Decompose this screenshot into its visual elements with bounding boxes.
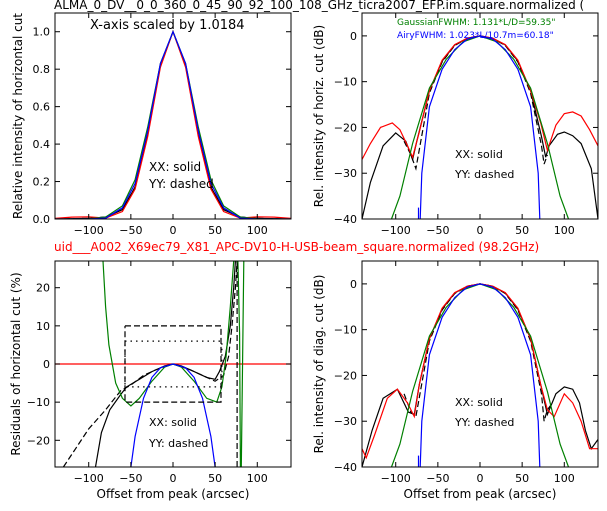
x-tick-label: −50: [426, 472, 449, 485]
x-tick-label: −50: [119, 224, 142, 237]
figure-title-top: ALMA_0_DV__0_0_360_0_45_90_92_100_108_GH…: [54, 0, 584, 12]
x-tick-label: 100: [554, 224, 575, 237]
series-line-2: [362, 283, 598, 460]
y-tick-label: −10: [334, 76, 357, 89]
series-line-1: [403, 35, 548, 171]
annotation-yy-dashed: YY: dashed: [454, 168, 514, 181]
y-axis-label-bottom-left: Residuals of horizontal cut (%): [9, 272, 23, 455]
x-tick-label: 50: [515, 472, 529, 485]
y-tick-label: −10: [27, 396, 50, 409]
series-line-0: [362, 283, 598, 467]
series-line-3: [390, 283, 570, 467]
annotation-yy-dashed: YY: dashed: [454, 416, 514, 429]
series-group: [55, 261, 291, 467]
x-tick-label: −100: [74, 224, 104, 237]
y-tick-label: 0: [350, 30, 357, 43]
panel-bottom-right: Rel. intensity of diag. cut (dB) Offset …: [312, 260, 599, 501]
annotation-xx-solid: XX: solid: [149, 160, 201, 174]
y-tick-label: −20: [334, 121, 357, 134]
series-line-5: [124, 325, 222, 403]
x-tick-label: 50: [208, 472, 222, 485]
y-tick-label: −30: [334, 415, 357, 428]
series-line-3: [390, 35, 570, 219]
series-group: [55, 29, 291, 219]
plot-area-bottom-left: [55, 261, 291, 467]
annotation-xx-solid: XX: solid: [149, 416, 197, 429]
figure-title-mid: uid___A002_X69ec79_X81_APC-DV10-H-USB-be…: [54, 240, 539, 254]
y-tick-label: −20: [334, 369, 357, 382]
y-tick-label: −30: [334, 167, 357, 180]
y-tick-label: −40: [334, 461, 357, 474]
y-tick-label: 20: [36, 282, 50, 295]
x-tick-label: 100: [247, 224, 268, 237]
y-tick-label: 0.2: [33, 176, 51, 189]
x-tick-label: −50: [426, 224, 449, 237]
x-tick-label: −100: [381, 224, 411, 237]
series-line-2: [362, 35, 598, 160]
plot-area-bottom-right: [362, 283, 598, 467]
y-tick-label: 0.0: [33, 213, 51, 226]
panel-bottom-left: Residuals of horizontal cut (%) Offset f…: [9, 260, 292, 501]
annotation-scaled: X-axis scaled by 1.0184: [90, 18, 245, 33]
plot-area-top-right: [362, 35, 598, 219]
y-tick-label: −10: [334, 324, 357, 337]
annotation-xx-solid: XX: solid: [455, 148, 503, 161]
y-tick-label: 0.6: [33, 101, 51, 114]
x-tick-label: 100: [554, 472, 575, 485]
annotation-xx-solid: XX: solid: [455, 396, 503, 409]
y-tick-label: −20: [27, 434, 50, 447]
y-tick-label: 0: [43, 358, 50, 371]
x-axis-label-bottom-left: Offset from peak (arcsec): [97, 487, 250, 501]
series-line-4: [419, 35, 541, 219]
series-line-3: [102, 261, 245, 467]
x-axis-label-bottom-right: Offset from peak (arcsec): [404, 487, 557, 501]
y-axis-label-top-left: Relative intensity of horizontal cut: [11, 13, 25, 219]
x-tick-label: 50: [208, 224, 222, 237]
plot-area-top-left: [55, 29, 291, 219]
series-group: [362, 283, 598, 467]
x-tick-label: −100: [74, 472, 104, 485]
annotation-gaussian-fwhm: GaussianFWHM: 1.131*L/D=59.35": [397, 18, 555, 28]
panel-top-right: Rel. intensity of horiz. cut (dB) Gaussi…: [312, 12, 599, 237]
x-tick-label: −50: [119, 472, 142, 485]
x-tick-label: 0: [170, 224, 177, 237]
y-tick-label: 10: [36, 320, 50, 333]
series-line-4: [419, 283, 541, 467]
annotation-airy-fwhm: AiryFWHM: 1.023*L/10.7m=60.18": [397, 31, 554, 41]
y-tick-label: 0: [350, 278, 357, 291]
x-tick-label: 0: [170, 472, 177, 485]
panel-top-left: Relative intensity of horizontal cut X-a…: [11, 12, 292, 237]
x-tick-label: 100: [247, 472, 268, 485]
x-tick-label: 0: [477, 472, 484, 485]
x-tick-label: 50: [515, 224, 529, 237]
y-axis-label-top-right: Rel. intensity of horiz. cut (dB): [312, 25, 326, 207]
y-tick-label: 0.8: [33, 63, 51, 76]
y-axis-label-bottom-right: Rel. intensity of diag. cut (dB): [312, 275, 326, 454]
series-line-4: [55, 30, 291, 219]
y-tick-label: −40: [334, 213, 357, 226]
series-group: [362, 35, 598, 219]
axes-frame-bottom-right: [361, 260, 599, 468]
x-tick-label: −100: [381, 472, 411, 485]
x-tick-label: 0: [477, 224, 484, 237]
annotation-yy-dashed: YY: dashed: [148, 177, 214, 191]
series-line-4: [130, 363, 216, 467]
y-tick-label: 0.4: [33, 138, 51, 151]
y-tick-label: 1.0: [33, 26, 51, 39]
annotation-yy-dashed: YY: dashed: [148, 437, 208, 450]
